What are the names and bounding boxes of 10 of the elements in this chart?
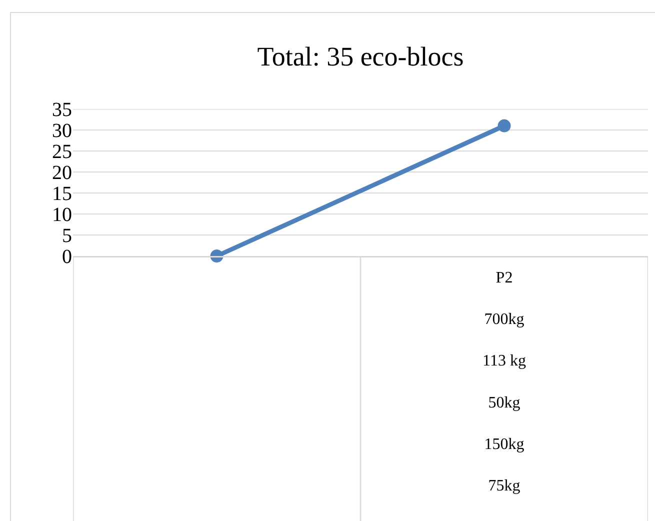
y-tick-label: 25 — [52, 141, 72, 163]
y-tick-label: 20 — [52, 162, 72, 184]
y-tick-label: 5 — [62, 225, 72, 247]
y-tick-label: 10 — [52, 204, 72, 226]
chart-title: Total: 35 eco-blocs — [257, 41, 464, 72]
y-tick-label: 35 — [52, 99, 72, 121]
y-tick-label: 15 — [52, 183, 72, 205]
y-tick-label: 30 — [52, 120, 72, 142]
y-tick-label: 0 — [62, 246, 72, 268]
category-label: P2 700kg 113 kg 50kg 150kg 75kg — [482, 270, 526, 494]
